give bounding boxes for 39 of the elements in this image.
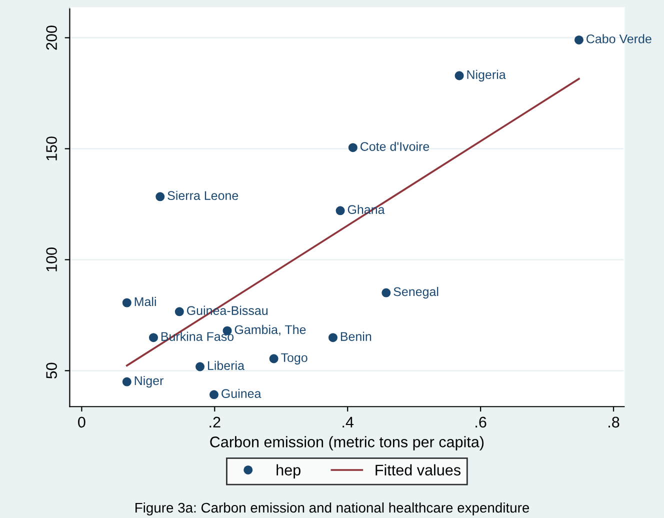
point bbox=[382, 288, 391, 298]
annotation: Gambia, The bbox=[234, 324, 306, 336]
annotation: Benin bbox=[340, 332, 372, 341]
point bbox=[454, 71, 464, 80]
point bbox=[174, 307, 184, 316]
point bbox=[269, 354, 278, 364]
annotation: Niger bbox=[134, 376, 164, 388]
annotation: Cote d'Ivoire bbox=[360, 142, 430, 151]
legend-label: Fitted values bbox=[376, 464, 460, 476]
point bbox=[148, 333, 158, 342]
annotation: Cabo Verde bbox=[586, 34, 652, 44]
y-tick-label: 150 bbox=[46, 136, 57, 160]
y-tick-label: 50 bbox=[46, 362, 57, 379]
point bbox=[574, 35, 584, 44]
point bbox=[122, 298, 132, 308]
annotation: Senegal bbox=[394, 286, 438, 299]
annotation: Liberia bbox=[208, 360, 244, 370]
x-tick-label: .2 bbox=[210, 416, 220, 428]
x-tick-label: .6 bbox=[476, 416, 486, 428]
x-tick-label: .8 bbox=[608, 416, 620, 428]
legend-label: hep bbox=[276, 464, 300, 478]
point bbox=[348, 143, 358, 152]
point bbox=[209, 390, 218, 400]
annotation: Nigeria bbox=[467, 70, 506, 82]
point bbox=[122, 377, 132, 386]
point bbox=[156, 192, 165, 202]
annotation: Guinea bbox=[222, 388, 262, 398]
annotation: Sierra Leone bbox=[168, 190, 238, 200]
point bbox=[196, 362, 205, 372]
annotation: Mali bbox=[134, 296, 156, 306]
y-tick-label: 200 bbox=[46, 26, 57, 50]
x-axis-title: Carbon emission (metric tons per capita) bbox=[210, 436, 484, 450]
x-tick-label: 0 bbox=[78, 416, 86, 428]
point bbox=[328, 333, 338, 342]
annotation: Togo bbox=[281, 353, 308, 365]
x-tick-label: .4 bbox=[342, 416, 354, 428]
point bbox=[336, 206, 345, 216]
y-tick-label: 100 bbox=[46, 248, 57, 272]
caption: Figure 3a: Carbon emission and national healthcare expenditure bbox=[136, 502, 530, 516]
